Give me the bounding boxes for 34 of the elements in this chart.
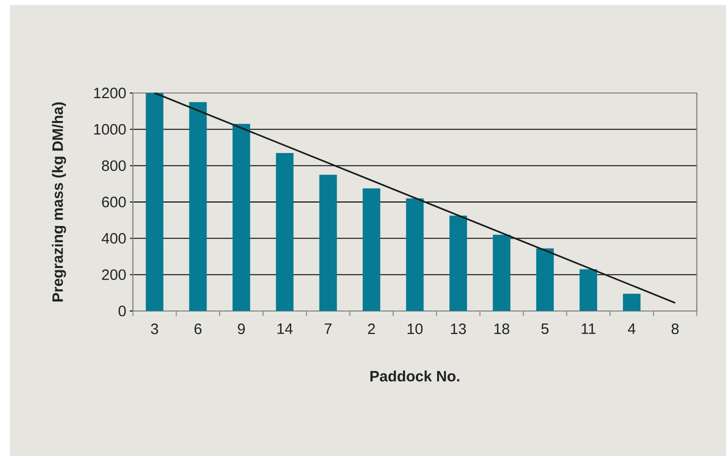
bar	[362, 188, 380, 311]
x-tick-label: 5	[541, 324, 549, 334]
bar	[580, 269, 598, 311]
y-tick-label: 0	[118, 306, 126, 316]
bar	[146, 93, 164, 311]
x-tick-label: 11	[582, 324, 596, 334]
x-axis-title: Paddock No.	[370, 370, 460, 382]
x-tick-label: 10	[408, 324, 423, 334]
bar	[232, 124, 250, 311]
x-tick-label: 8	[672, 324, 679, 334]
x-tick-label: 9	[238, 324, 245, 334]
x-tick-label: 7	[324, 324, 332, 334]
x-tick-label: 18	[494, 324, 510, 334]
y-tick-label: 600	[102, 196, 126, 208]
bar	[536, 248, 554, 311]
y-tick-label: 1200	[94, 88, 126, 98]
y-axis-title: Pregrazing mass (kg DM/ha)	[52, 102, 66, 302]
x-tick-label: 14	[278, 324, 293, 334]
bar	[449, 216, 468, 311]
bar	[492, 234, 510, 311]
y-tick-label: 400	[102, 233, 126, 244]
x-tick-label: 6	[194, 324, 202, 334]
bar	[189, 102, 207, 311]
y-tick-label: 1000	[94, 124, 126, 135]
x-tick-label: 4	[628, 324, 636, 334]
bar	[276, 152, 294, 311]
y-tick-label: 800	[102, 160, 126, 171]
x-tick-label: 2	[368, 324, 375, 334]
y-tick-label: 200	[102, 269, 126, 280]
bar	[319, 174, 337, 311]
x-tick-label: 13	[451, 324, 466, 334]
x-tick-label: 3	[150, 324, 158, 334]
bar	[406, 198, 424, 311]
bar	[622, 294, 641, 311]
